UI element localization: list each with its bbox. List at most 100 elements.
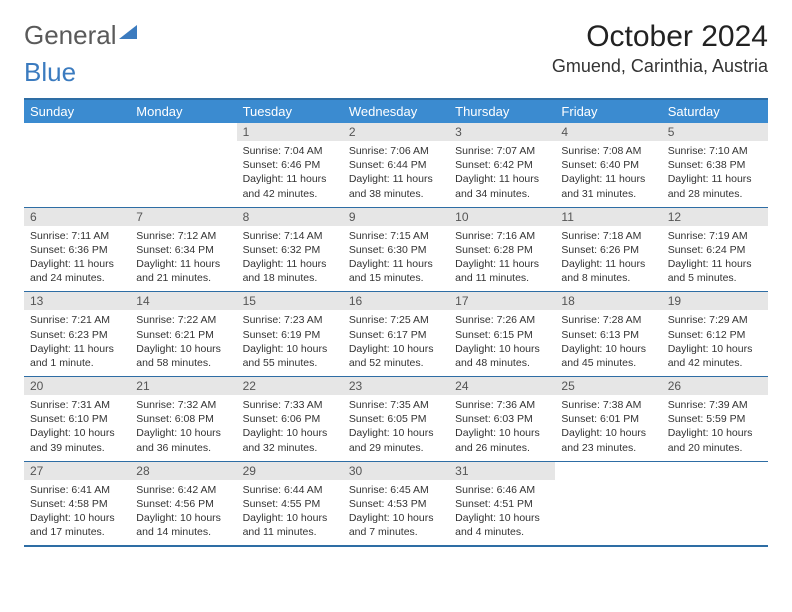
sunrise-text: Sunrise: 7:21 AM <box>30 313 124 327</box>
daylight-text: Daylight: 11 hours and 34 minutes. <box>455 172 549 200</box>
calendar: Sunday Monday Tuesday Wednesday Thursday… <box>24 98 768 547</box>
sunset-text: Sunset: 6:40 PM <box>561 158 655 172</box>
daylight-text: Daylight: 10 hours and 48 minutes. <box>455 342 549 370</box>
day-cell: 1Sunrise: 7:04 AMSunset: 6:46 PMDaylight… <box>237 123 343 207</box>
sunset-text: Sunset: 4:51 PM <box>455 497 549 511</box>
day-details: Sunrise: 6:46 AMSunset: 4:51 PMDaylight:… <box>449 480 555 546</box>
sunset-text: Sunset: 6:15 PM <box>455 328 549 342</box>
day-cell: 13Sunrise: 7:21 AMSunset: 6:23 PMDayligh… <box>24 292 130 376</box>
day-details: Sunrise: 7:38 AMSunset: 6:01 PMDaylight:… <box>555 395 661 461</box>
day-cell: 4Sunrise: 7:08 AMSunset: 6:40 PMDaylight… <box>555 123 661 207</box>
daylight-text: Daylight: 10 hours and 23 minutes. <box>561 426 655 454</box>
day-number <box>555 462 661 480</box>
day-number: 14 <box>130 292 236 310</box>
sunrise-text: Sunrise: 7:12 AM <box>136 229 230 243</box>
sunrise-text: Sunrise: 7:11 AM <box>30 229 124 243</box>
sunrise-text: Sunrise: 7:33 AM <box>243 398 337 412</box>
sunset-text: Sunset: 6:10 PM <box>30 412 124 426</box>
day-details: Sunrise: 7:32 AMSunset: 6:08 PMDaylight:… <box>130 395 236 461</box>
day-details: Sunrise: 7:16 AMSunset: 6:28 PMDaylight:… <box>449 226 555 292</box>
sunrise-text: Sunrise: 7:22 AM <box>136 313 230 327</box>
day-details: Sunrise: 6:44 AMSunset: 4:55 PMDaylight:… <box>237 480 343 546</box>
sunset-text: Sunset: 6:19 PM <box>243 328 337 342</box>
sunrise-text: Sunrise: 6:45 AM <box>349 483 443 497</box>
daylight-text: Daylight: 11 hours and 24 minutes. <box>30 257 124 285</box>
daylight-text: Daylight: 10 hours and 42 minutes. <box>668 342 762 370</box>
day-number: 22 <box>237 377 343 395</box>
day-number: 24 <box>449 377 555 395</box>
day-details: Sunrise: 7:11 AMSunset: 6:36 PMDaylight:… <box>24 226 130 292</box>
sunrise-text: Sunrise: 7:36 AM <box>455 398 549 412</box>
day-header-sun: Sunday <box>24 100 130 123</box>
day-details: Sunrise: 7:07 AMSunset: 6:42 PMDaylight:… <box>449 141 555 207</box>
day-number: 17 <box>449 292 555 310</box>
daylight-text: Daylight: 11 hours and 21 minutes. <box>136 257 230 285</box>
day-number: 12 <box>662 208 768 226</box>
day-details: Sunrise: 7:26 AMSunset: 6:15 PMDaylight:… <box>449 310 555 376</box>
day-number: 31 <box>449 462 555 480</box>
day-details: Sunrise: 7:19 AMSunset: 6:24 PMDaylight:… <box>662 226 768 292</box>
day-number: 28 <box>130 462 236 480</box>
sunset-text: Sunset: 6:28 PM <box>455 243 549 257</box>
sunset-text: Sunset: 6:13 PM <box>561 328 655 342</box>
day-number: 30 <box>343 462 449 480</box>
day-cell: 23Sunrise: 7:35 AMSunset: 6:05 PMDayligh… <box>343 377 449 461</box>
day-details: Sunrise: 7:31 AMSunset: 6:10 PMDaylight:… <box>24 395 130 461</box>
sunset-text: Sunset: 5:59 PM <box>668 412 762 426</box>
daylight-text: Daylight: 11 hours and 38 minutes. <box>349 172 443 200</box>
day-cell: 31Sunrise: 6:46 AMSunset: 4:51 PMDayligh… <box>449 462 555 546</box>
sunset-text: Sunset: 6:03 PM <box>455 412 549 426</box>
day-number <box>662 462 768 480</box>
daylight-text: Daylight: 10 hours and 20 minutes. <box>668 426 762 454</box>
day-details: Sunrise: 7:39 AMSunset: 5:59 PMDaylight:… <box>662 395 768 461</box>
day-number: 19 <box>662 292 768 310</box>
day-cell: 20Sunrise: 7:31 AMSunset: 6:10 PMDayligh… <box>24 377 130 461</box>
day-cell: 9Sunrise: 7:15 AMSunset: 6:30 PMDaylight… <box>343 208 449 292</box>
day-details: Sunrise: 6:45 AMSunset: 4:53 PMDaylight:… <box>343 480 449 546</box>
day-details: Sunrise: 6:41 AMSunset: 4:58 PMDaylight:… <box>24 480 130 546</box>
day-cell: 17Sunrise: 7:26 AMSunset: 6:15 PMDayligh… <box>449 292 555 376</box>
day-number: 25 <box>555 377 661 395</box>
daylight-text: Daylight: 10 hours and 11 minutes. <box>243 511 337 539</box>
day-number: 1 <box>237 123 343 141</box>
day-details: Sunrise: 7:12 AMSunset: 6:34 PMDaylight:… <box>130 226 236 292</box>
day-cell: 6Sunrise: 7:11 AMSunset: 6:36 PMDaylight… <box>24 208 130 292</box>
day-cell: 12Sunrise: 7:19 AMSunset: 6:24 PMDayligh… <box>662 208 768 292</box>
day-cell: 10Sunrise: 7:16 AMSunset: 6:28 PMDayligh… <box>449 208 555 292</box>
day-cell: 15Sunrise: 7:23 AMSunset: 6:19 PMDayligh… <box>237 292 343 376</box>
sunrise-text: Sunrise: 7:29 AM <box>668 313 762 327</box>
sunset-text: Sunset: 6:08 PM <box>136 412 230 426</box>
weeks-container: 1Sunrise: 7:04 AMSunset: 6:46 PMDaylight… <box>24 123 768 545</box>
sunset-text: Sunset: 6:17 PM <box>349 328 443 342</box>
sunrise-text: Sunrise: 7:04 AM <box>243 144 337 158</box>
sunrise-text: Sunrise: 6:46 AM <box>455 483 549 497</box>
daylight-text: Daylight: 10 hours and 26 minutes. <box>455 426 549 454</box>
day-number: 11 <box>555 208 661 226</box>
day-details: Sunrise: 7:25 AMSunset: 6:17 PMDaylight:… <box>343 310 449 376</box>
sunset-text: Sunset: 6:44 PM <box>349 158 443 172</box>
day-header-mon: Monday <box>130 100 236 123</box>
daylight-text: Daylight: 11 hours and 42 minutes. <box>243 172 337 200</box>
day-number: 29 <box>237 462 343 480</box>
sunset-text: Sunset: 6:36 PM <box>30 243 124 257</box>
daylight-text: Daylight: 10 hours and 4 minutes. <box>455 511 549 539</box>
sunrise-text: Sunrise: 7:16 AM <box>455 229 549 243</box>
day-cell: 3Sunrise: 7:07 AMSunset: 6:42 PMDaylight… <box>449 123 555 207</box>
day-header-tue: Tuesday <box>237 100 343 123</box>
sunset-text: Sunset: 6:05 PM <box>349 412 443 426</box>
daylight-text: Daylight: 11 hours and 11 minutes. <box>455 257 549 285</box>
sunset-text: Sunset: 6:23 PM <box>30 328 124 342</box>
day-number: 15 <box>237 292 343 310</box>
day-cell <box>555 462 661 546</box>
sunrise-text: Sunrise: 6:41 AM <box>30 483 124 497</box>
month-title: October 2024 <box>552 20 768 54</box>
day-details: Sunrise: 7:08 AMSunset: 6:40 PMDaylight:… <box>555 141 661 207</box>
day-number: 3 <box>449 123 555 141</box>
day-number: 4 <box>555 123 661 141</box>
daylight-text: Daylight: 11 hours and 5 minutes. <box>668 257 762 285</box>
day-cell: 28Sunrise: 6:42 AMSunset: 4:56 PMDayligh… <box>130 462 236 546</box>
sunset-text: Sunset: 6:34 PM <box>136 243 230 257</box>
day-cell <box>662 462 768 546</box>
daylight-text: Daylight: 10 hours and 32 minutes. <box>243 426 337 454</box>
day-cell: 14Sunrise: 7:22 AMSunset: 6:21 PMDayligh… <box>130 292 236 376</box>
